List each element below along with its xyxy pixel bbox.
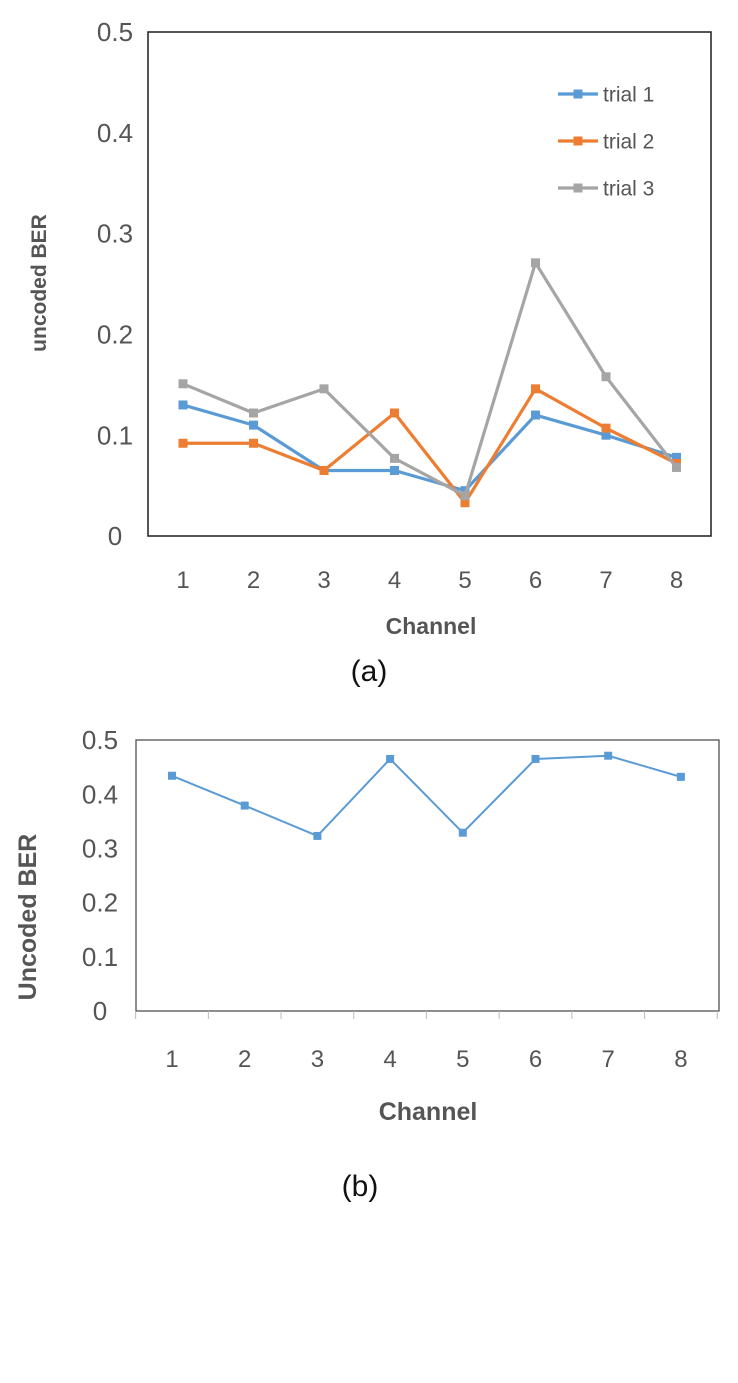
x-tick-label: 4 bbox=[383, 1046, 396, 1073]
data-point bbox=[460, 498, 470, 508]
series-line bbox=[182, 261, 678, 498]
x-tick-label: 5 bbox=[458, 567, 471, 594]
x-tick-label: 7 bbox=[599, 567, 612, 594]
data-point bbox=[386, 754, 395, 763]
data-point bbox=[249, 408, 258, 418]
x-tick-label: 1 bbox=[176, 567, 189, 594]
legend-label: trial 3 bbox=[603, 177, 654, 200]
data-point bbox=[319, 465, 329, 475]
series-line bbox=[182, 403, 677, 493]
x-tick-label: 5 bbox=[456, 1046, 469, 1073]
data-point bbox=[601, 423, 611, 433]
y-tick-label: 0.4 bbox=[97, 118, 133, 148]
data-point bbox=[672, 462, 681, 472]
x-tick-label: 3 bbox=[317, 567, 330, 594]
data-point bbox=[531, 258, 540, 268]
data-point bbox=[319, 384, 329, 394]
y-tick-label: 0.5 bbox=[82, 725, 118, 755]
data-point bbox=[601, 372, 611, 382]
data-point bbox=[240, 801, 249, 810]
x-tick-label: 4 bbox=[388, 567, 401, 594]
y-axis-label: uncoded BER bbox=[28, 214, 51, 352]
y-axis-label: Uncoded BER bbox=[14, 834, 42, 1001]
data-point bbox=[460, 491, 470, 501]
series-line bbox=[171, 754, 682, 837]
y-tick-label: 0 bbox=[93, 996, 107, 1026]
x-tick-label: 6 bbox=[529, 1046, 542, 1073]
chart-b: 0 0.1 0.2 0.3 0.4 0.5 1 2 3 4 5 6 7 8 Channel Uncoded B… bbox=[14, 725, 720, 1203]
plot-frame bbox=[147, 31, 712, 537]
data-point bbox=[531, 410, 540, 420]
data-point bbox=[390, 453, 399, 463]
x-tick-label: 1 bbox=[165, 1046, 178, 1073]
legend-label: trial 1 bbox=[603, 83, 654, 106]
legend-swatch-marker bbox=[573, 136, 583, 146]
data-point bbox=[390, 408, 399, 418]
data-point bbox=[458, 828, 467, 837]
data-point bbox=[178, 400, 188, 410]
y-tick-label: 0.1 bbox=[97, 420, 133, 450]
data-point bbox=[249, 438, 258, 448]
x-tick-label: 7 bbox=[602, 1046, 615, 1073]
y-tick-label: 0 bbox=[108, 521, 122, 551]
y-tick-label: 0.4 bbox=[82, 779, 118, 809]
y-tick-label: 0.3 bbox=[97, 219, 133, 249]
y-tick-label: 0.1 bbox=[82, 942, 118, 972]
x-tick-label: 8 bbox=[674, 1046, 687, 1073]
x-tick-label: 8 bbox=[670, 567, 683, 594]
legend-swatch-marker bbox=[573, 183, 583, 193]
y-tick-label: 0.3 bbox=[82, 834, 118, 864]
data-point bbox=[178, 438, 188, 448]
x-tick-label: 3 bbox=[311, 1046, 324, 1073]
data-point bbox=[313, 831, 322, 840]
chart-a: 0 0.1 0.2 0.3 0.4 0.5 1 2 3 4 5 6 7 8 Channel uncoded B… bbox=[28, 17, 712, 688]
legend-swatch-marker bbox=[573, 89, 583, 99]
data-point bbox=[676, 772, 685, 781]
x-tick-label: 6 bbox=[529, 567, 542, 594]
data-point bbox=[249, 420, 258, 430]
panel-label: (a) bbox=[351, 655, 388, 688]
legend-label: trial 2 bbox=[603, 130, 654, 153]
data-point bbox=[601, 430, 611, 440]
x-tick-label: 2 bbox=[247, 567, 260, 594]
data-point bbox=[672, 452, 681, 462]
y-tick-label: 0.2 bbox=[82, 888, 118, 918]
data-point bbox=[168, 771, 176, 780]
x-axis-label: Channel bbox=[379, 1098, 478, 1126]
panel-label: (b) bbox=[342, 1170, 379, 1203]
data-point bbox=[604, 751, 613, 760]
y-tick-label: 0.5 bbox=[97, 17, 133, 47]
data-point bbox=[531, 384, 540, 394]
x-axis-label: Channel bbox=[386, 613, 477, 639]
data-point bbox=[178, 379, 188, 389]
data-point bbox=[390, 465, 399, 475]
plot-frame bbox=[135, 739, 720, 1012]
data-point bbox=[531, 754, 540, 763]
y-tick-label: 0.2 bbox=[97, 320, 133, 350]
x-tick-label: 2 bbox=[238, 1046, 251, 1073]
series-line bbox=[183, 387, 678, 505]
